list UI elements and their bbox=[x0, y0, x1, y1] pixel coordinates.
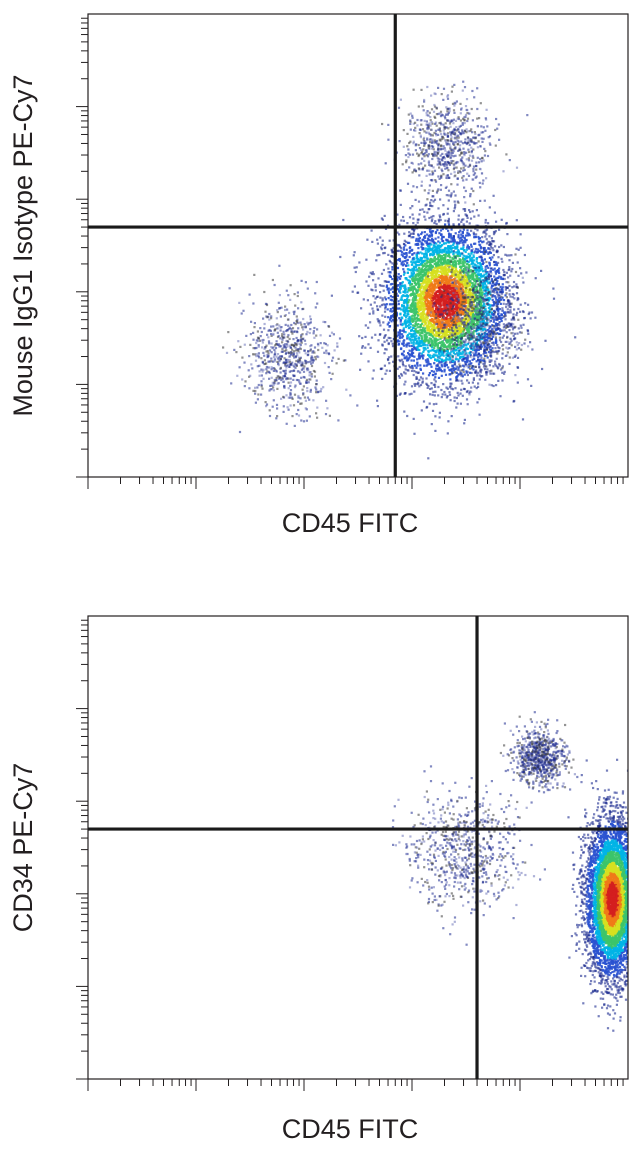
x-axis-ticks bbox=[88, 477, 623, 489]
plot-panel-bottom: CD45 FITC CD34 PE-Cy7 bbox=[0, 600, 641, 1160]
x-axis-ticks bbox=[88, 1079, 623, 1091]
y-axis-ticks bbox=[76, 18, 88, 477]
y-axis-title: CD34 PE-Cy7 bbox=[8, 763, 38, 933]
population-0 bbox=[331, 161, 577, 459]
plot-frame bbox=[88, 616, 628, 1079]
y-axis-ticks bbox=[76, 620, 88, 1079]
population-0 bbox=[567, 731, 641, 1031]
population-2 bbox=[392, 765, 546, 946]
population-1 bbox=[222, 265, 371, 433]
y-axis-title: Mouse IgG1 Isotype PE-Cy7 bbox=[8, 74, 38, 416]
population-1 bbox=[500, 711, 583, 796]
event-dots bbox=[392, 711, 641, 1032]
plot-panel-top: CD45 FITC Mouse IgG1 Isotype PE-Cy7 bbox=[0, 0, 641, 560]
population-3 bbox=[381, 81, 528, 211]
density-plot-bottom: CD45 FITC CD34 PE-Cy7 bbox=[0, 600, 641, 1148]
density-plot-top: CD45 FITC Mouse IgG1 Isotype PE-Cy7 bbox=[0, 0, 641, 560]
plot-frame bbox=[88, 14, 628, 477]
x-axis-title: CD45 FITC bbox=[282, 508, 419, 538]
event-dots bbox=[222, 81, 576, 460]
x-axis-title: CD45 FITC bbox=[282, 1114, 419, 1144]
